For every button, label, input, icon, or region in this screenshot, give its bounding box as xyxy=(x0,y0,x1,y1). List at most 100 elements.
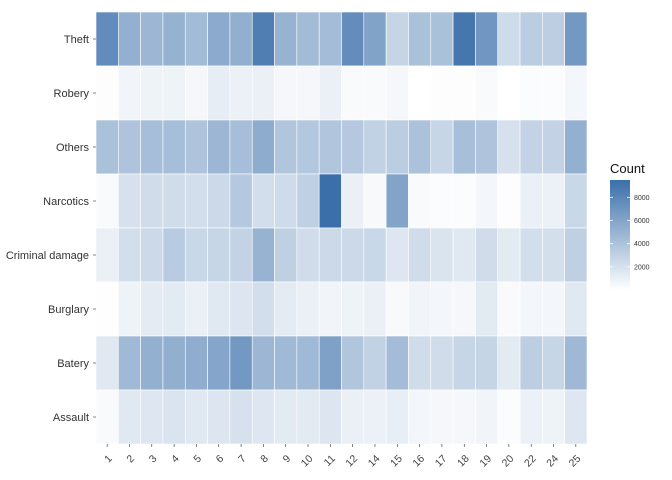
heatmap-cell xyxy=(95,173,119,229)
y-tick-label: Narcotics xyxy=(43,196,89,208)
heatmap-cell xyxy=(251,281,275,337)
heatmap-cell xyxy=(430,227,454,283)
heatmap-cell xyxy=(452,281,476,337)
heatmap-cell xyxy=(452,335,476,391)
heatmap-cell xyxy=(341,65,365,121)
x-tick-label: 7 xyxy=(236,453,249,466)
heatmap-cell xyxy=(385,173,409,229)
heatmap-cell xyxy=(564,173,588,229)
heatmap-cell xyxy=(162,173,186,229)
heatmap-cell xyxy=(318,11,342,67)
heatmap-cell xyxy=(296,119,320,175)
heatmap-cell xyxy=(162,335,186,391)
heatmap-cell xyxy=(363,335,387,391)
legend-tick-label: 4000 xyxy=(634,241,650,248)
heatmap-cell xyxy=(385,335,409,391)
x-tick-label: 9 xyxy=(281,453,294,466)
heatmap-cell xyxy=(184,11,208,67)
heatmap-cell xyxy=(229,173,253,229)
heatmap-cell xyxy=(497,281,521,337)
heatmap-cell xyxy=(519,173,543,229)
heatmap-cell xyxy=(475,389,499,445)
heatmap-cell xyxy=(497,119,521,175)
heatmap-cell xyxy=(497,335,521,391)
x-tick-label: 11 xyxy=(322,453,338,469)
x-tick-label: 20 xyxy=(500,453,517,470)
heatmap-cell xyxy=(475,173,499,229)
heatmap-cell xyxy=(140,11,164,67)
heatmap-cell xyxy=(341,11,365,67)
heatmap-cell xyxy=(497,173,521,229)
heatmap-cell xyxy=(229,119,253,175)
heatmap-cell xyxy=(542,335,565,391)
heatmap-cell xyxy=(363,119,387,175)
legend-ticks: 2000 4000 6000 8000 xyxy=(610,195,650,271)
heatmap-cell xyxy=(207,65,231,121)
heatmap-cell xyxy=(564,227,588,283)
heatmap-cell xyxy=(251,173,275,229)
heatmap-cell xyxy=(318,281,342,337)
heatmap-cell xyxy=(118,227,141,283)
heatmap-cell xyxy=(274,11,298,67)
heatmap-cell xyxy=(363,65,387,121)
heatmap-cell xyxy=(408,11,432,67)
y-tick-label: Theft xyxy=(64,34,89,46)
heatmap-cell xyxy=(430,119,454,175)
heatmap-cell xyxy=(95,227,119,283)
heatmap-cell xyxy=(564,281,588,337)
heatmap-cell xyxy=(118,11,141,67)
heatmap-cell xyxy=(519,11,543,67)
heatmap-cell xyxy=(385,11,409,67)
heatmap-cell xyxy=(475,281,499,337)
heatmap-cell xyxy=(542,65,565,121)
heatmap-cell xyxy=(274,173,298,229)
heatmap-cell xyxy=(229,281,253,337)
heatmap-cell xyxy=(140,335,164,391)
heatmap-cell xyxy=(408,389,432,445)
heatmap-cell xyxy=(229,11,253,67)
heatmap-cell xyxy=(251,119,275,175)
heatmap-cell xyxy=(162,227,186,283)
legend-title: Count xyxy=(610,161,645,176)
heatmap-cell xyxy=(274,335,298,391)
heatmap-cell xyxy=(519,227,543,283)
x-tick-label: 22 xyxy=(522,453,539,470)
heatmap-cell xyxy=(363,11,387,67)
heatmap-cell xyxy=(475,335,499,391)
heatmap-cell xyxy=(162,11,186,67)
heatmap-cell xyxy=(118,335,141,391)
heatmap-cell xyxy=(542,11,565,67)
heatmap-cell xyxy=(341,335,365,391)
y-tick-label: Others xyxy=(56,142,90,154)
heatmap-cell xyxy=(207,281,231,337)
heatmap-cell xyxy=(118,119,141,175)
heatmap-cell xyxy=(341,227,365,283)
heatmap-cell xyxy=(140,119,164,175)
heatmap-cell xyxy=(274,389,298,445)
heatmap-cell xyxy=(475,227,499,283)
heatmap-cell xyxy=(274,281,298,337)
x-tick-label: 6 xyxy=(214,453,227,466)
x-tick-label: 17 xyxy=(433,453,450,470)
heatmap-cell xyxy=(162,65,186,121)
x-tick-label: 24 xyxy=(544,453,561,470)
heatmap-cell xyxy=(184,335,208,391)
x-tick-label: 8 xyxy=(258,453,271,466)
y-axis: Theft Robery Others Narcotics Criminal damag… xyxy=(6,34,96,424)
x-tick-label: 1 xyxy=(102,453,115,466)
heatmap-cell xyxy=(162,389,186,445)
heatmap-cell xyxy=(318,227,342,283)
y-tick-label: Burglary xyxy=(48,304,89,316)
heatmap-cell xyxy=(162,119,186,175)
heatmap-cell xyxy=(296,11,320,67)
heatmap-cell xyxy=(430,173,454,229)
heatmap-cell xyxy=(95,389,119,445)
heatmap-cell xyxy=(408,281,432,337)
heatmap-cell xyxy=(452,227,476,283)
heatmap-cell xyxy=(385,119,409,175)
heatmap-cell xyxy=(341,389,365,445)
heatmap-cell xyxy=(251,65,275,121)
heatmap-cell xyxy=(184,65,208,121)
heatmap-cell xyxy=(341,119,365,175)
